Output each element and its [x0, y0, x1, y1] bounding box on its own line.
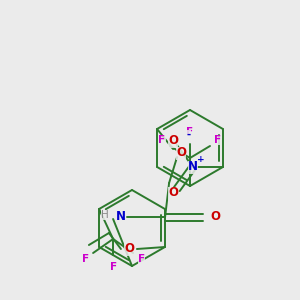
Text: N: N: [188, 160, 198, 173]
Text: O: O: [168, 134, 178, 148]
Text: O: O: [168, 187, 178, 200]
Text: F: F: [82, 254, 89, 264]
Text: O: O: [210, 211, 220, 224]
Text: -: -: [187, 130, 191, 140]
Text: H: H: [101, 210, 109, 220]
Text: O: O: [176, 146, 186, 160]
Text: F: F: [137, 254, 145, 264]
Text: F: F: [158, 135, 166, 145]
Text: F: F: [186, 127, 194, 137]
Text: +: +: [197, 155, 205, 164]
Text: O: O: [124, 242, 134, 256]
Text: F: F: [110, 262, 117, 272]
Text: N: N: [116, 211, 126, 224]
Text: F: F: [214, 135, 222, 145]
